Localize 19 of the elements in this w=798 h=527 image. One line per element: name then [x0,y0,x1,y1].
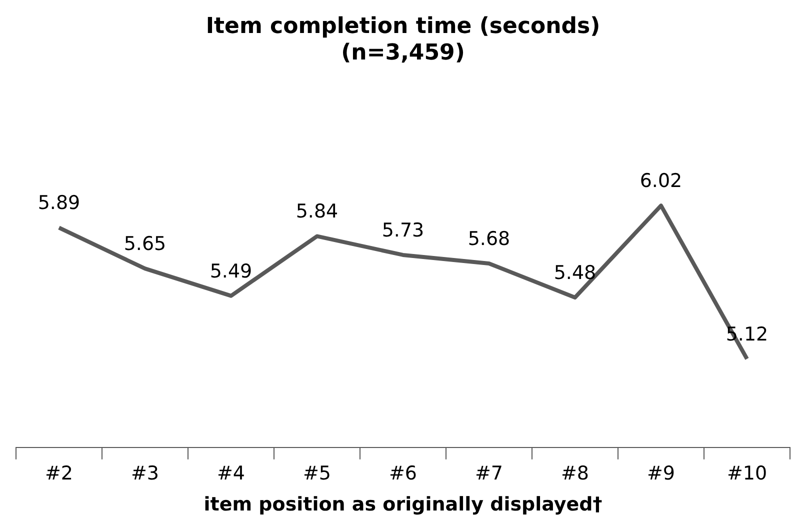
chart-title: Item completion time (seconds) (n=3,459) [206,14,600,66]
x-tick-label: #5 [302,462,332,485]
x-tick-label: #9 [646,462,676,485]
x-tick-label: #3 [130,462,160,485]
data-label: 6.02 [640,170,682,192]
x-axis-title: item position as originally displayed† [204,494,602,516]
x-tick-label: #7 [474,462,504,485]
data-label: 5.84 [296,200,338,223]
data-label: 5.49 [210,260,252,282]
data-label: 5.68 [468,228,510,250]
x-tick-label: #8 [560,462,590,485]
x-tick-label: #4 [216,462,246,485]
x-tick-label: #6 [388,462,418,485]
data-label: 5.48 [554,262,596,284]
x-tick-label: #10 [726,462,768,485]
data-label: 5.65 [124,233,166,256]
x-tick-label: #2 [44,462,74,485]
data-label: 5.73 [382,219,424,242]
data-label: 5.89 [38,192,80,214]
